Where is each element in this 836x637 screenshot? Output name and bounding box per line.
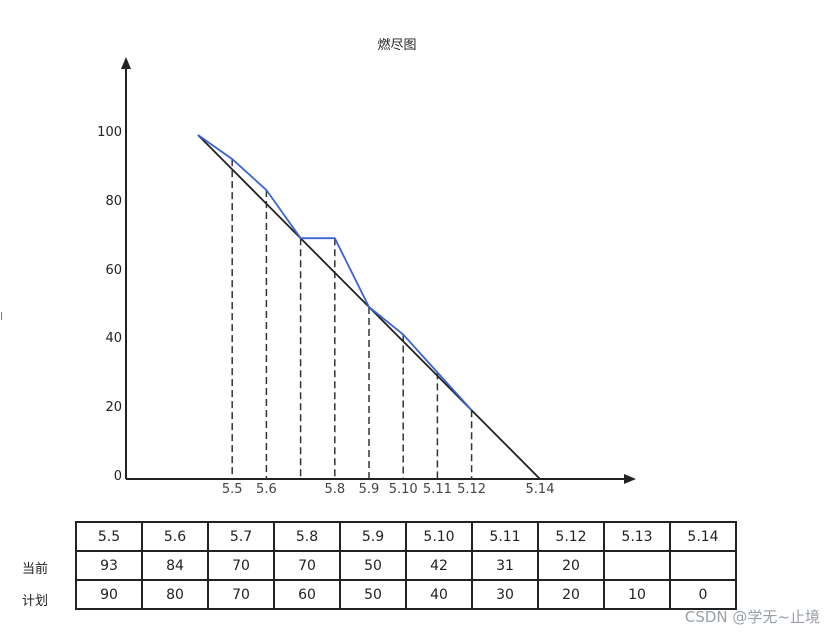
header-cell: 5.11 bbox=[471, 521, 539, 552]
row-label-current: 当前 bbox=[22, 562, 49, 577]
x-tick-label: 5.10 bbox=[389, 482, 418, 497]
x-tick-label: 5.11 bbox=[423, 482, 452, 497]
side-mark: l bbox=[0, 310, 4, 323]
burndown-chart: 5.5 5.6 5.8 5.9 5.10 5.11 5.12 5.14 bbox=[121, 57, 636, 497]
table-cell: 42 bbox=[405, 550, 473, 581]
x-tick-label: 5.6 bbox=[256, 482, 277, 497]
x-axis-arrow bbox=[624, 474, 636, 484]
y-tick-label: 80 bbox=[105, 193, 122, 209]
table-cell: 20 bbox=[537, 550, 605, 581]
x-tick-label: 5.14 bbox=[526, 482, 555, 497]
table-header-row: 5.5 5.6 5.7 5.8 5.9 5.10 5.11 5.12 5.13 … bbox=[75, 521, 737, 552]
header-cell: 5.14 bbox=[669, 521, 737, 552]
header-cell: 5.9 bbox=[339, 521, 407, 552]
table-cell: 84 bbox=[141, 550, 209, 581]
x-tick-label: 5.12 bbox=[457, 482, 486, 497]
watermark: CSDN @学无~止境 bbox=[684, 608, 820, 626]
x-tick-label: 5.9 bbox=[359, 482, 380, 497]
table-cell: 80 bbox=[141, 579, 209, 610]
y-tick-label: 20 bbox=[105, 400, 122, 416]
table-cell: 60 bbox=[273, 579, 341, 610]
y-axis-arrow bbox=[121, 57, 131, 69]
table-cell: 31 bbox=[471, 550, 539, 581]
header-cell: 5.7 bbox=[207, 521, 275, 552]
data-table: 5.5 5.6 5.7 5.8 5.9 5.10 5.11 5.12 5.13 … bbox=[75, 521, 737, 610]
header-cell: 5.12 bbox=[537, 521, 605, 552]
table-cell: 93 bbox=[75, 550, 143, 581]
table-cell: 70 bbox=[273, 550, 341, 581]
table-cell: 10 bbox=[603, 579, 671, 610]
header-cell: 5.5 bbox=[75, 521, 143, 552]
table-cell: 0 bbox=[669, 579, 737, 610]
header-cell: 5.6 bbox=[141, 521, 209, 552]
y-tick-label: 100 bbox=[97, 125, 122, 140]
y-tick-label: 0 bbox=[113, 469, 122, 484]
header-cell: 5.13 bbox=[603, 521, 671, 552]
table-cell bbox=[669, 550, 737, 581]
x-tick-label: 5.8 bbox=[324, 482, 345, 497]
table-row-plan: 90 80 70 60 50 40 30 20 10 0 bbox=[75, 579, 737, 610]
row-label-plan: 计划 bbox=[22, 594, 49, 609]
header-cell: 5.8 bbox=[273, 521, 341, 552]
x-tick-label: 5.5 bbox=[222, 482, 243, 497]
table-row-current: 93 84 70 70 50 42 31 20 bbox=[75, 550, 737, 581]
header-cell: 5.10 bbox=[405, 521, 473, 552]
table-cell: 50 bbox=[339, 550, 407, 581]
table-cell: 40 bbox=[405, 579, 473, 610]
table-cell: 90 bbox=[75, 579, 143, 610]
table-cell: 30 bbox=[471, 579, 539, 610]
table-cell: 50 bbox=[339, 579, 407, 610]
y-tick-label: 60 bbox=[105, 262, 122, 278]
table-cell: 20 bbox=[537, 579, 605, 610]
y-tick-label: 40 bbox=[105, 331, 122, 347]
series-line-current bbox=[197, 134, 473, 411]
table-cell: 70 bbox=[207, 579, 275, 610]
chart-title: 燃尽图 bbox=[377, 38, 417, 53]
table-cell bbox=[603, 550, 671, 581]
table-cell: 70 bbox=[207, 550, 275, 581]
